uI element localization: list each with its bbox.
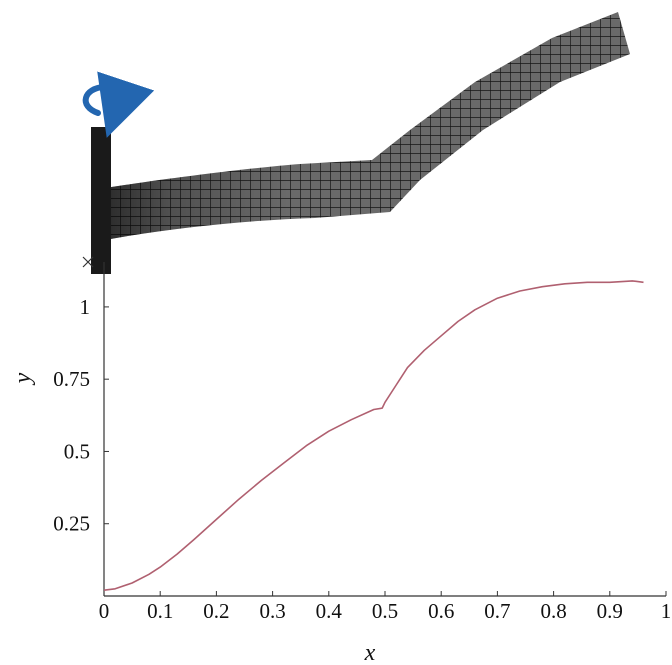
x-tick-label: 0.9	[597, 599, 623, 623]
x-tick-label: 1	[661, 599, 672, 623]
y-axis-label: y	[10, 372, 36, 385]
x-tick-label: 0.1	[147, 599, 173, 623]
y-tick-label: 0.5	[64, 439, 90, 463]
x-tick-label: 0.5	[372, 599, 398, 623]
rotation-arrow-icon	[82, 71, 155, 138]
x-axis-label: x	[364, 640, 376, 665]
x-tick-label: 0.8	[540, 599, 566, 623]
x-tick-label: 0.3	[259, 599, 285, 623]
beam-root-shading	[105, 12, 630, 240]
y-tick-label: 0.75	[53, 367, 90, 391]
plot-area: 0 0.1 0.2 0.3 0.4 0.5 0.6 0.7 0.8 0.9 1 0.25 0.5 0.75…	[53, 262, 671, 623]
x-tick-label: 0.2	[203, 599, 229, 623]
x-tick-label: 0.6	[428, 599, 454, 623]
clamp-support	[91, 127, 111, 274]
y-tick-label: 0.25	[53, 512, 90, 536]
origin-marker-icon	[82, 256, 94, 268]
x-tick-label: 0	[99, 599, 110, 623]
y-tick-label: 1	[80, 295, 91, 319]
x-tick-label: 0.7	[484, 599, 510, 623]
x-tick-label: 0.4	[316, 599, 343, 623]
beam-illustration	[82, 12, 630, 274]
series-line	[103, 280, 644, 591]
